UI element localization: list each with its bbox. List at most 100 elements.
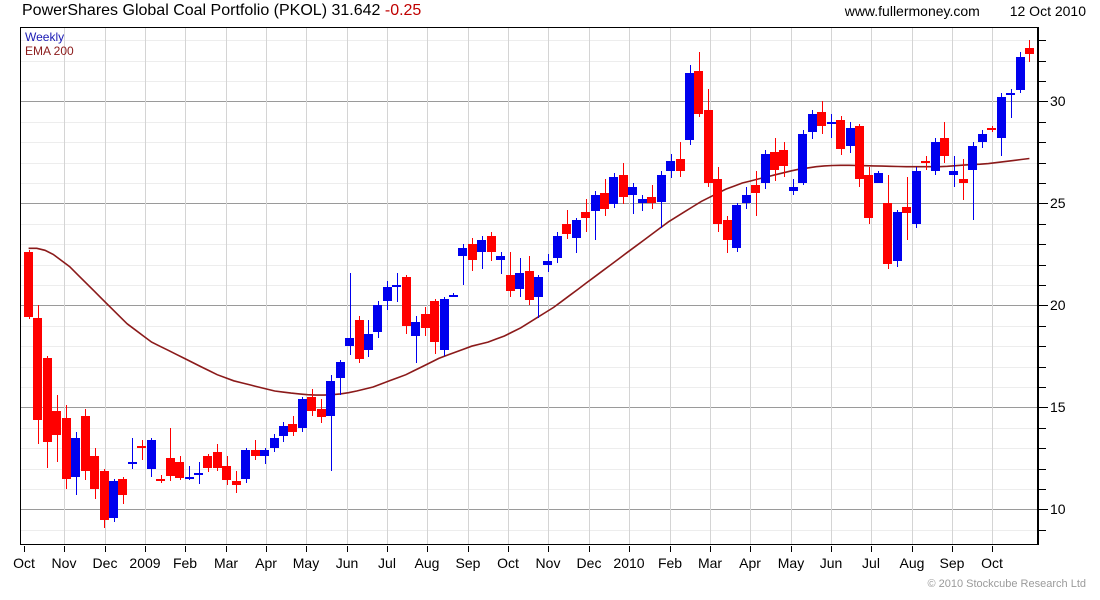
instrument-title: PowerShares Global Coal Portfolio (PKOL)… bbox=[22, 2, 381, 19]
candle-wick bbox=[350, 273, 351, 355]
price-chart-plot[interactable]: Weekly EMA 200 bbox=[20, 27, 1038, 545]
candlestick-up bbox=[392, 285, 401, 287]
gridline-minor bbox=[21, 367, 1037, 368]
candlestick-down bbox=[33, 318, 42, 420]
gridline-vertical bbox=[64, 28, 65, 544]
candle-wick bbox=[510, 252, 511, 297]
y-axis-tick bbox=[1039, 40, 1046, 41]
candlestick-down bbox=[421, 314, 430, 328]
gridline-vertical bbox=[306, 28, 307, 544]
website-link[interactable]: www.fullermoney.com bbox=[844, 3, 980, 19]
gridline-vertical bbox=[266, 28, 267, 544]
gridline-major bbox=[21, 407, 1037, 408]
candle-wick bbox=[189, 466, 190, 480]
candlestick-down bbox=[817, 112, 826, 126]
x-axis-label: Apr bbox=[255, 555, 277, 571]
x-axis-tick bbox=[508, 546, 509, 552]
chart-date: 12 Oct 2010 bbox=[1009, 3, 1086, 19]
price-change: -0.25 bbox=[384, 2, 422, 19]
candlestick-down bbox=[81, 416, 90, 471]
candlestick-down bbox=[940, 138, 949, 156]
candlestick-up bbox=[609, 177, 618, 204]
candlestick-up bbox=[732, 205, 741, 248]
y-axis-tick bbox=[1039, 101, 1048, 102]
candlestick-up bbox=[260, 450, 269, 456]
candlestick-down bbox=[581, 212, 590, 218]
y-axis-tick bbox=[1039, 469, 1046, 470]
candlestick-up bbox=[1006, 93, 1015, 95]
candlestick-up bbox=[279, 426, 288, 436]
x-axis-label: Dec bbox=[92, 555, 118, 571]
candlestick-down bbox=[619, 175, 628, 197]
candlestick-up bbox=[326, 381, 335, 416]
candlestick-up bbox=[270, 438, 279, 448]
candlestick-down bbox=[676, 159, 685, 171]
x-axis-tick bbox=[105, 546, 106, 552]
gridline-minor bbox=[21, 428, 1037, 429]
gridline-vertical bbox=[145, 28, 146, 544]
gridline-minor bbox=[21, 387, 1037, 388]
legend-ema-200: EMA 200 bbox=[25, 44, 74, 58]
candle-wick bbox=[265, 448, 266, 464]
y-axis-tick bbox=[1039, 61, 1046, 62]
x-axis-label: Oct bbox=[981, 555, 1003, 571]
candlestick-down bbox=[307, 397, 316, 411]
candlestick-up bbox=[949, 171, 958, 175]
gridline-vertical bbox=[710, 28, 711, 544]
candle-wick bbox=[831, 114, 832, 138]
candlestick-up bbox=[874, 173, 883, 183]
x-axis-tick bbox=[226, 546, 227, 552]
candlestick-down bbox=[156, 479, 165, 481]
candle-wick bbox=[633, 183, 634, 214]
gridline-major bbox=[21, 203, 1037, 204]
candle-wick bbox=[397, 273, 398, 302]
x-axis-label: May bbox=[777, 555, 805, 571]
x-axis-tick bbox=[266, 546, 267, 552]
x-axis-label: Sep bbox=[939, 555, 965, 571]
candlestick-down bbox=[506, 275, 515, 291]
candle-wick bbox=[170, 428, 171, 481]
candlestick-down bbox=[723, 220, 732, 240]
gridline-vertical bbox=[629, 28, 630, 544]
y-axis-tick bbox=[1039, 326, 1046, 327]
candlestick-up bbox=[543, 261, 552, 265]
x-axis-label: Jun bbox=[335, 555, 359, 571]
x-axis-tick bbox=[871, 546, 872, 552]
candle-wick bbox=[132, 438, 133, 469]
candlestick-up bbox=[185, 477, 194, 479]
candlestick-up bbox=[534, 277, 543, 297]
x-axis-label: 2010 bbox=[613, 555, 645, 571]
y-axis-tick bbox=[1039, 285, 1046, 286]
y-axis-tick bbox=[1039, 183, 1046, 184]
candlestick-down bbox=[468, 244, 477, 260]
candlestick-up bbox=[808, 114, 817, 132]
candle-wick bbox=[1011, 89, 1012, 118]
candle-wick bbox=[142, 440, 143, 460]
candlestick-down bbox=[836, 120, 845, 149]
gridline-vertical bbox=[750, 28, 751, 544]
gridline-minor bbox=[21, 224, 1037, 225]
y-axis-label: 30 bbox=[1050, 93, 1066, 109]
candlestick-up bbox=[572, 220, 581, 238]
candlestick-up bbox=[931, 142, 940, 171]
x-axis-tick bbox=[548, 546, 549, 552]
gridline-minor bbox=[21, 183, 1037, 184]
candlestick-up bbox=[1016, 57, 1025, 90]
candle-wick bbox=[756, 171, 757, 216]
y-axis-tick bbox=[1039, 163, 1046, 164]
y-axis-tick bbox=[1039, 122, 1046, 123]
candlestick-up bbox=[657, 175, 666, 202]
x-axis-tick bbox=[387, 546, 388, 552]
gridline-vertical bbox=[105, 28, 106, 544]
y-axis-tick bbox=[1039, 81, 1046, 82]
candlestick-up bbox=[449, 295, 458, 297]
candlestick-down bbox=[647, 197, 656, 203]
candlestick-up bbox=[496, 256, 505, 260]
gridline-vertical bbox=[831, 28, 832, 544]
y-axis-tick bbox=[1039, 489, 1046, 490]
gridline-minor bbox=[21, 346, 1037, 347]
gridline-vertical bbox=[548, 28, 549, 544]
gridline-minor bbox=[21, 61, 1037, 62]
gridline-minor bbox=[21, 244, 1037, 245]
